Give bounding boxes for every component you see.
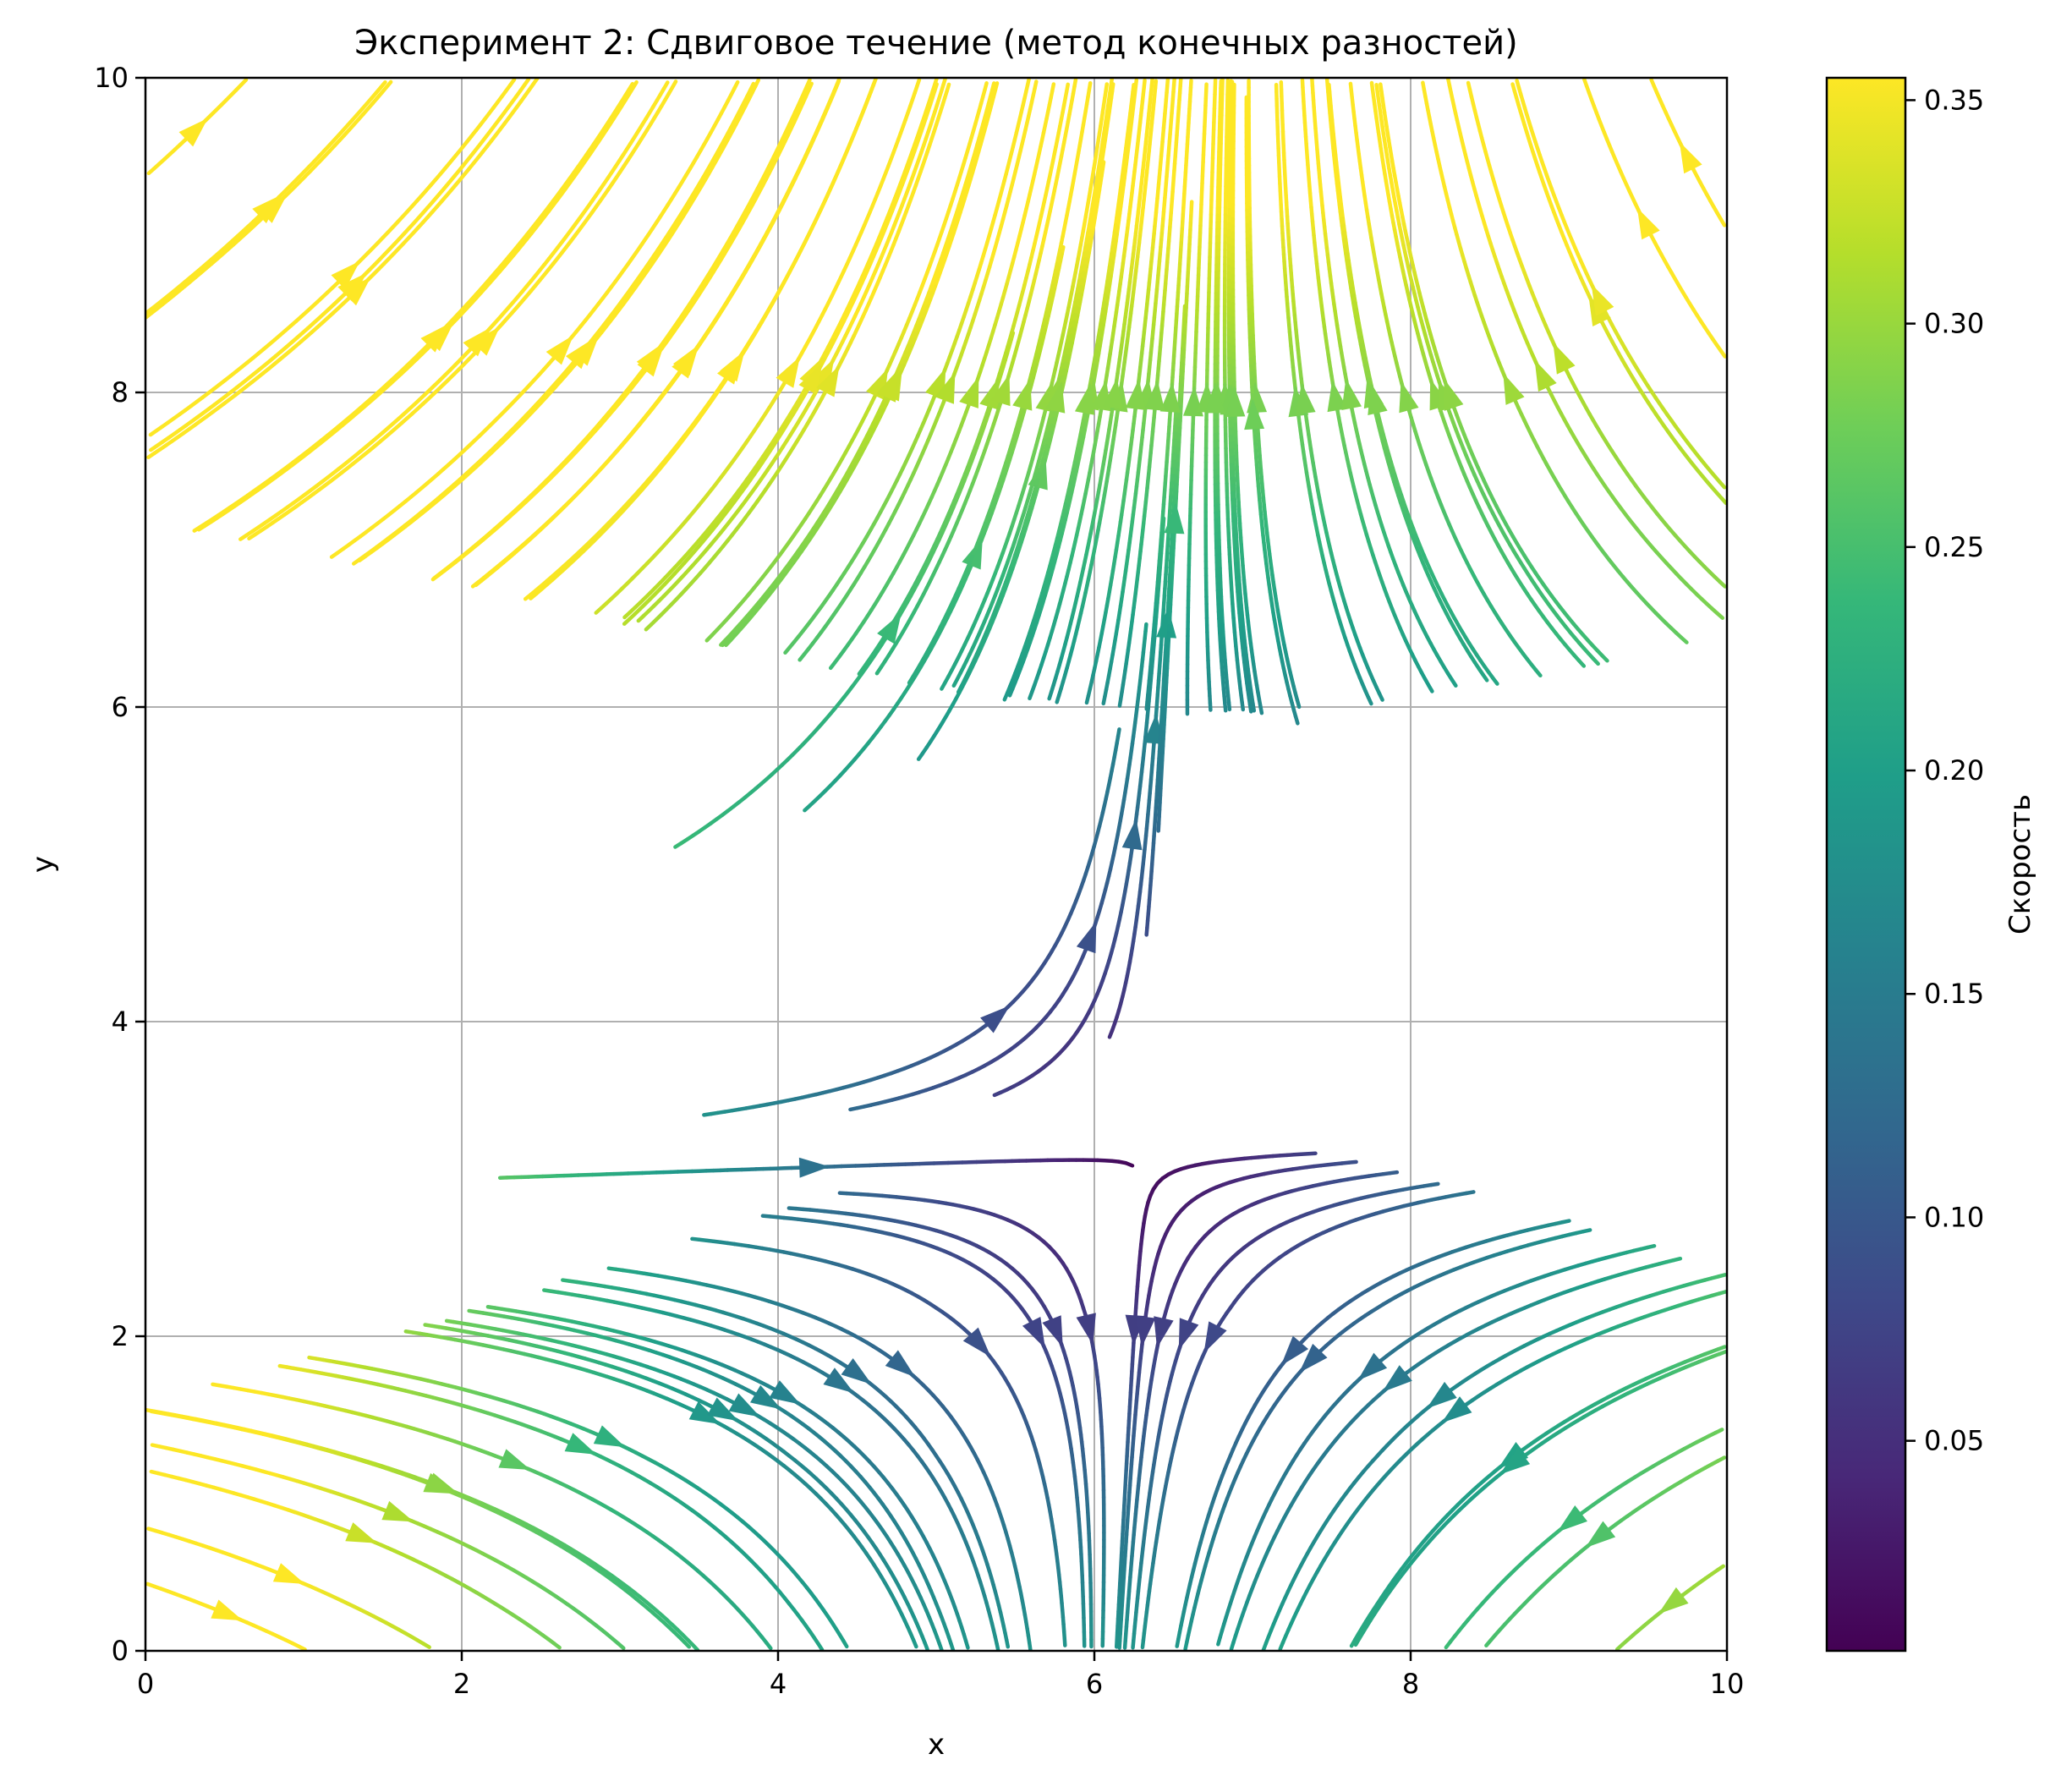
streamline-segment: [622, 617, 632, 626]
streamline-segment: [146, 167, 156, 176]
streamline-arrow: [381, 1500, 414, 1522]
streamline-segment: [148, 429, 159, 437]
streamline-segment: [329, 551, 340, 559]
streamline-segment: [594, 606, 604, 615]
streamline-arrow: [345, 1522, 378, 1543]
streamline-segment: [1107, 1028, 1115, 1039]
streamline-segment: [403, 1329, 415, 1335]
streamline-arrow: [728, 1393, 760, 1417]
streamline-segment: [561, 1278, 572, 1283]
streamline-segment: [351, 557, 362, 566]
streamline-segment: [211, 1382, 222, 1388]
streamline-segment: [467, 1308, 479, 1314]
streamline-segment: [307, 1355, 319, 1361]
streamline-segment: [992, 1090, 1003, 1098]
streamline-segment: [149, 1409, 161, 1415]
streamline-segment: [828, 660, 837, 671]
streamline-arrow: [498, 1449, 531, 1470]
streamline-arrow: [672, 344, 699, 376]
streamline-segment: [277, 1363, 289, 1369]
streamline-segment: [690, 1236, 702, 1242]
streamline-arrow: [272, 1563, 305, 1585]
streamline-segment: [704, 633, 714, 643]
streamline-arrow: [1164, 502, 1185, 534]
streamline-segment: [150, 1443, 162, 1449]
streamline-segment: [848, 1105, 859, 1112]
streamline-arrow: [841, 1357, 872, 1384]
streamline-arrow: [980, 1005, 1011, 1033]
streamline-arrow: [1156, 606, 1177, 639]
streamline-segment: [1144, 925, 1149, 937]
streamline-arrow: [776, 356, 800, 388]
streamline-segment: [803, 803, 812, 813]
streamline-segment: [783, 645, 792, 655]
streamline-segment: [444, 1318, 456, 1324]
streamline-arrow: [423, 1472, 456, 1494]
streamline-segment: [146, 1527, 157, 1533]
streamline-arrow: [688, 1401, 721, 1425]
streamline-segment: [247, 532, 257, 541]
streamline-segment: [702, 1111, 713, 1117]
streamline-arrow: [1121, 818, 1143, 851]
streamline-segment: [146, 451, 156, 459]
streamline-arrow: [178, 118, 208, 147]
streamline-segment: [940, 680, 947, 691]
streamline-arrow: [593, 1425, 626, 1448]
chart-title: Эксперимент 2: Сдвиговое течение (метод …: [354, 24, 1517, 63]
grid: [145, 77, 1728, 1652]
streamline-arrow: [885, 1350, 916, 1378]
streamlines: [145, 78, 1727, 1651]
streamline-segment: [622, 611, 632, 620]
streamline-segment: [145, 1581, 156, 1588]
streamline-arrow: [564, 1433, 597, 1455]
streamline-segment: [432, 572, 442, 580]
streamline-segment: [148, 444, 159, 452]
streamline-segment: [423, 1323, 435, 1329]
streamline-arrow: [1076, 921, 1097, 954]
streamline-segment: [1055, 693, 1061, 704]
streamline-segment: [673, 841, 683, 849]
streamline-arrow: [211, 1599, 244, 1621]
streamline-segment: [238, 533, 249, 541]
streamline-segment: [636, 614, 646, 623]
streamline-segment: [149, 1469, 161, 1476]
streamline-segment: [916, 751, 925, 761]
streamline-segment: [145, 311, 154, 320]
